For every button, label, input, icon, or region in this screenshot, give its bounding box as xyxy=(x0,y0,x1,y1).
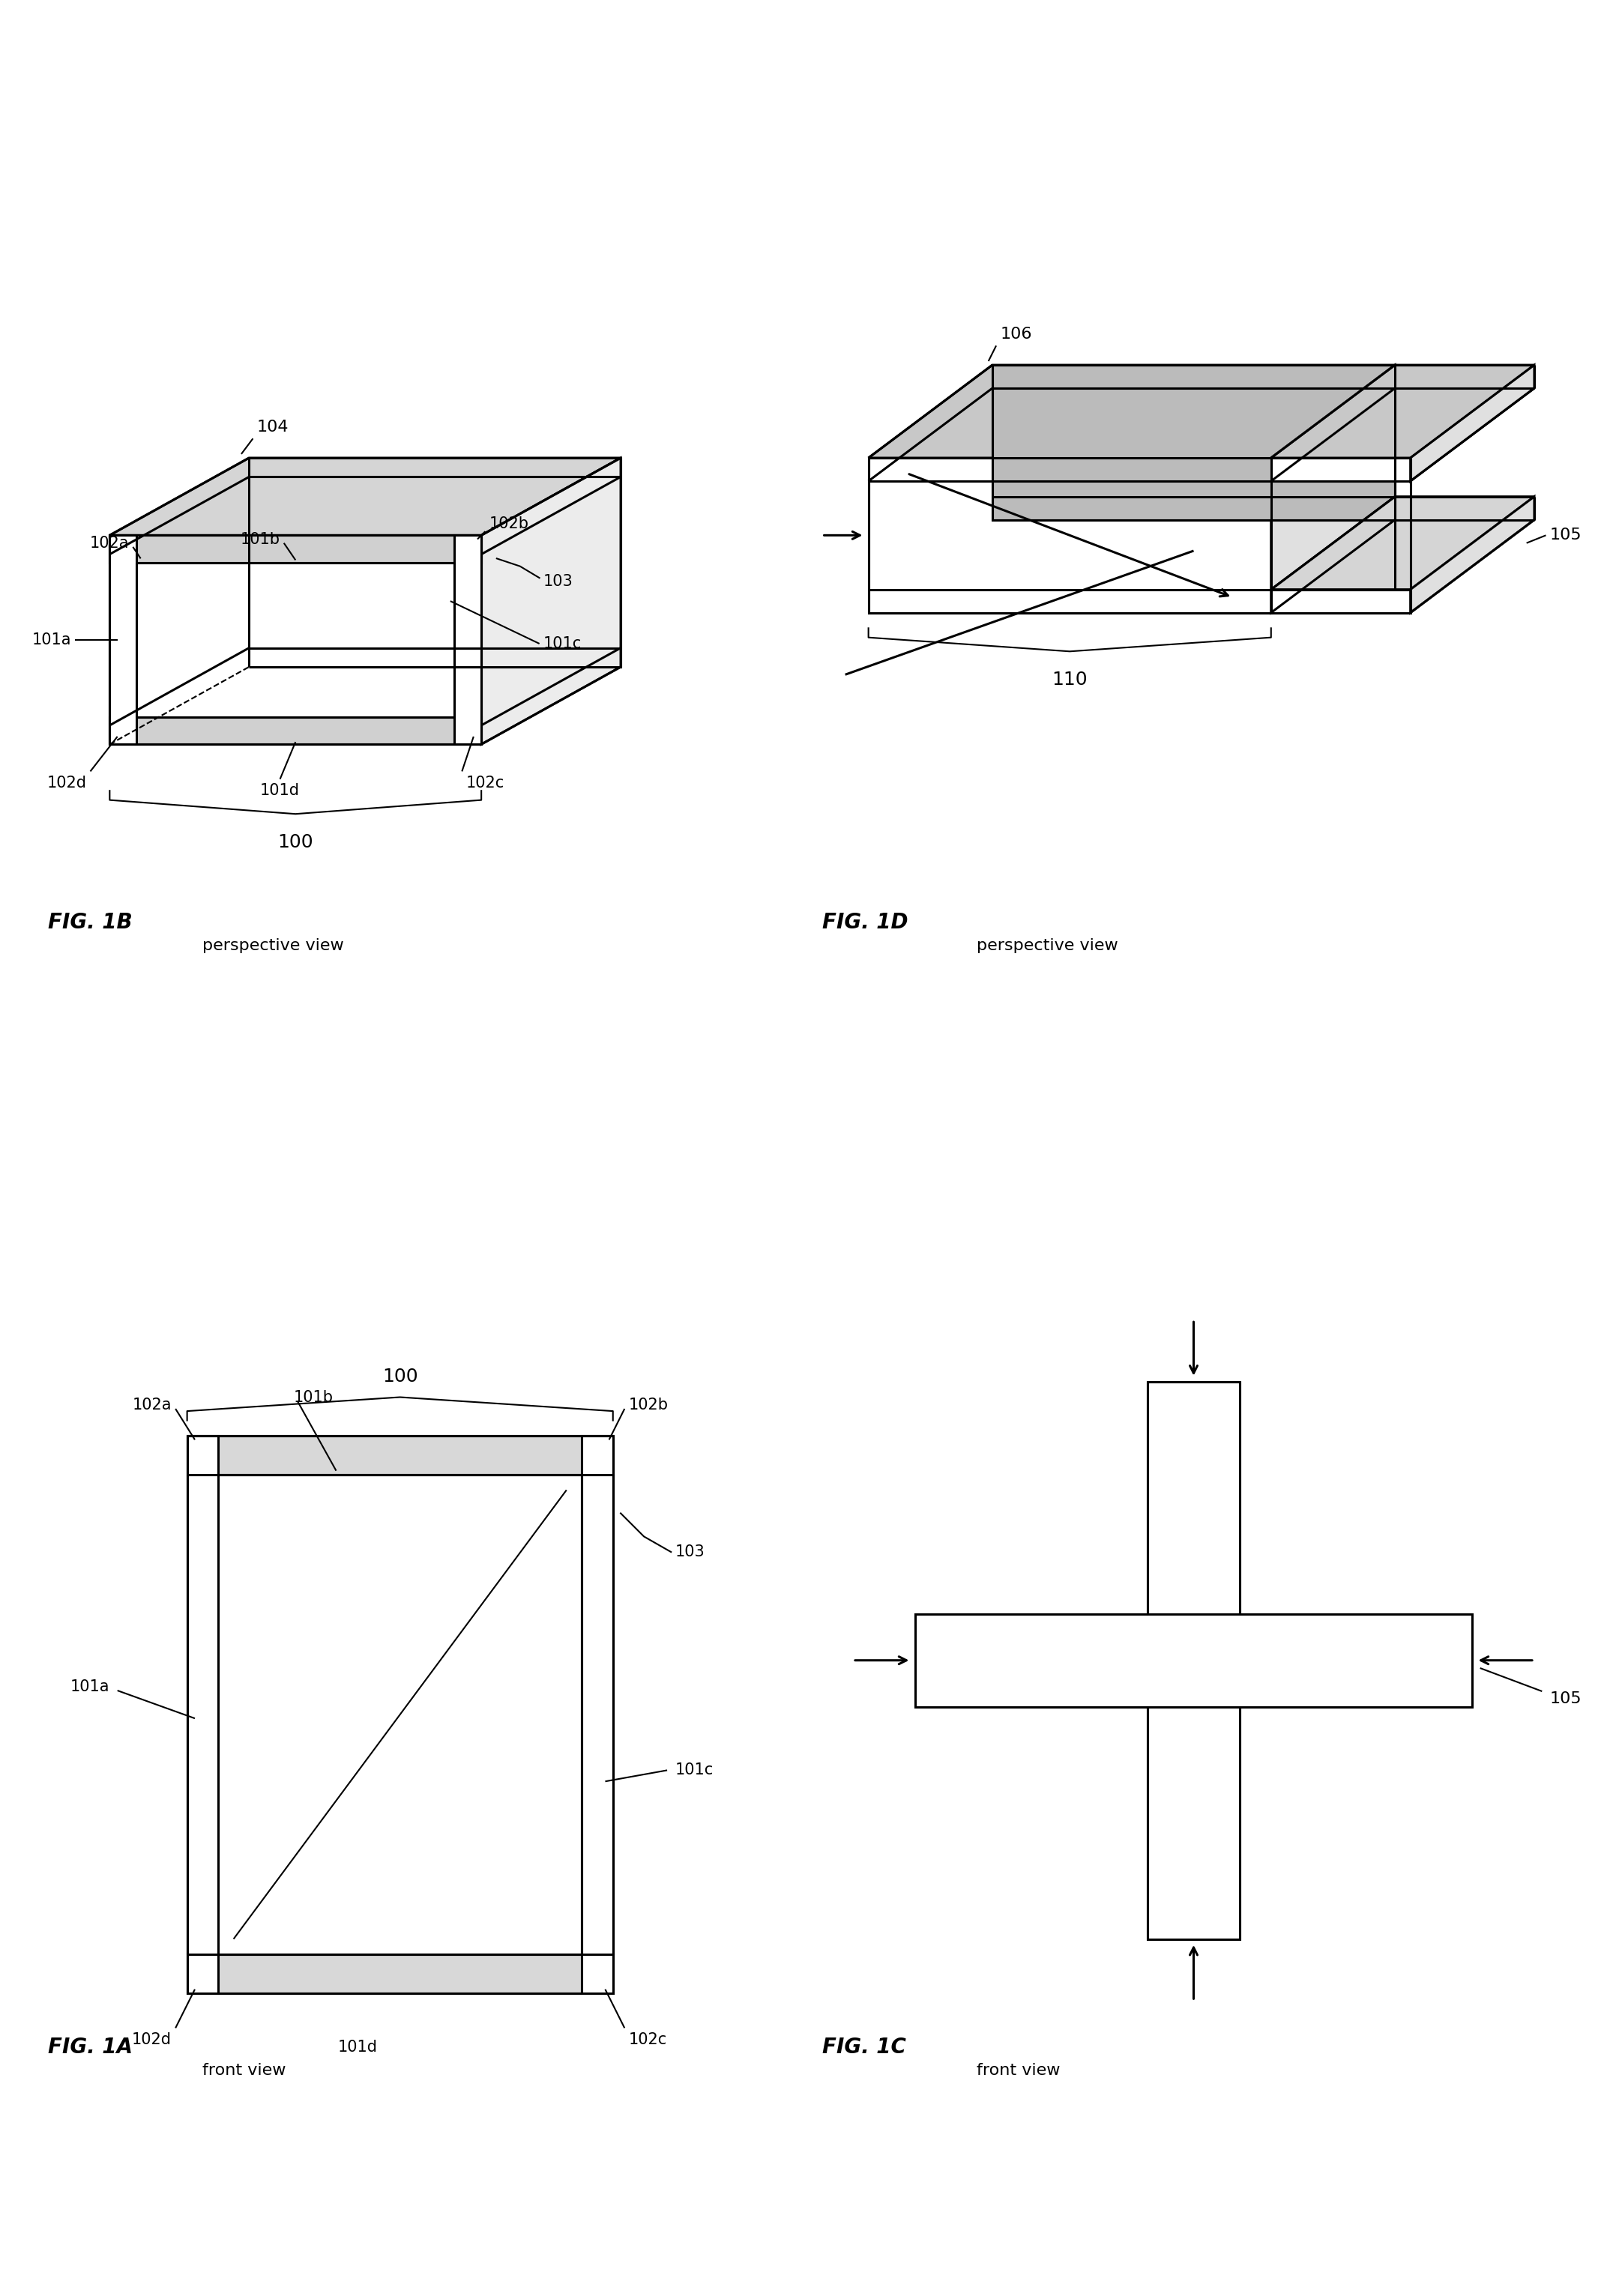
Text: 101c: 101c xyxy=(544,636,582,652)
Polygon shape xyxy=(1147,1382,1240,1940)
Polygon shape xyxy=(868,457,1271,613)
Polygon shape xyxy=(1271,496,1534,590)
Polygon shape xyxy=(1271,365,1395,613)
Text: 105: 105 xyxy=(1550,1692,1582,1706)
Polygon shape xyxy=(1271,590,1410,613)
Polygon shape xyxy=(187,1435,218,1993)
Text: 101b: 101b xyxy=(294,1389,334,1405)
Polygon shape xyxy=(110,535,481,744)
Polygon shape xyxy=(187,1954,613,1993)
Text: 102d: 102d xyxy=(132,2032,171,2046)
Text: FIG. 1C: FIG. 1C xyxy=(823,2037,907,2057)
Text: 102a: 102a xyxy=(90,535,129,551)
Text: 101b: 101b xyxy=(240,533,281,546)
Text: 100: 100 xyxy=(382,1368,418,1384)
Polygon shape xyxy=(248,457,621,666)
Text: front view: front view xyxy=(203,2064,286,2078)
Text: FIG. 1D: FIG. 1D xyxy=(823,912,908,932)
Text: 102b: 102b xyxy=(489,517,529,530)
Text: 101c: 101c xyxy=(674,1763,713,1777)
Polygon shape xyxy=(1410,365,1534,482)
Polygon shape xyxy=(1271,365,1534,457)
Text: perspective view: perspective view xyxy=(203,939,344,953)
Text: front view: front view xyxy=(977,2064,1060,2078)
Text: 106: 106 xyxy=(1000,326,1032,342)
Text: FIG. 1B: FIG. 1B xyxy=(48,912,132,932)
Polygon shape xyxy=(992,365,1395,519)
Polygon shape xyxy=(110,535,137,744)
Polygon shape xyxy=(455,535,481,744)
Text: 103: 103 xyxy=(674,1545,705,1559)
Polygon shape xyxy=(187,1435,613,1993)
Text: 103: 103 xyxy=(544,574,573,590)
Text: FIG. 1A: FIG. 1A xyxy=(48,2037,132,2057)
Text: 101a: 101a xyxy=(32,631,71,647)
Text: 105: 105 xyxy=(1550,528,1582,542)
Polygon shape xyxy=(481,457,621,744)
Text: 102b: 102b xyxy=(629,1398,668,1412)
Text: 101a: 101a xyxy=(71,1678,110,1694)
Text: 101d: 101d xyxy=(260,783,300,799)
Polygon shape xyxy=(110,457,621,535)
Polygon shape xyxy=(110,535,481,563)
Polygon shape xyxy=(868,365,1395,457)
Text: 100: 100 xyxy=(277,833,313,852)
Text: 110: 110 xyxy=(1052,670,1087,689)
Text: perspective view: perspective view xyxy=(977,939,1118,953)
Text: 101d: 101d xyxy=(337,2039,377,2055)
Text: 102d: 102d xyxy=(47,776,87,790)
Polygon shape xyxy=(187,1435,613,1474)
Text: 104: 104 xyxy=(256,420,289,434)
Text: 102a: 102a xyxy=(132,1398,171,1412)
Polygon shape xyxy=(110,716,481,744)
Polygon shape xyxy=(915,1614,1473,1706)
Polygon shape xyxy=(1271,457,1410,482)
Text: 102c: 102c xyxy=(629,2032,666,2046)
Text: 102c: 102c xyxy=(466,776,505,790)
Polygon shape xyxy=(1410,496,1534,613)
Polygon shape xyxy=(582,1435,613,1993)
